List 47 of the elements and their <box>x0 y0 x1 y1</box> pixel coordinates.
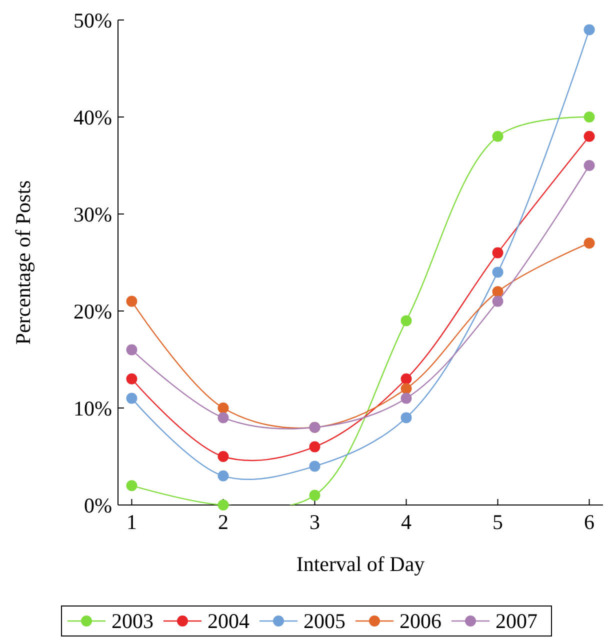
x-tick-label: 5 <box>492 510 504 534</box>
point <box>126 392 138 404</box>
y-tick-label: 10% <box>74 396 112 420</box>
point <box>492 266 504 278</box>
point <box>584 130 595 142</box>
legend-label: 2007 <box>496 609 538 633</box>
y-tick-label: 0% <box>84 493 112 518</box>
point <box>309 490 320 501</box>
point <box>584 24 595 36</box>
point <box>218 451 229 462</box>
point <box>492 286 504 298</box>
legend-label: 2006 <box>400 609 442 633</box>
point <box>400 315 412 326</box>
legend-label: 2003 <box>112 609 154 633</box>
point <box>126 344 138 356</box>
point <box>218 402 229 414</box>
point <box>309 460 320 472</box>
y-axis-title: Percentage of Posts <box>11 180 35 345</box>
point <box>218 500 229 510</box>
legend-label: 2004 <box>208 609 250 633</box>
x-tick-label: 6 <box>584 510 595 534</box>
point <box>492 296 504 307</box>
x-axis-title: Interval of Day <box>296 552 426 576</box>
point <box>492 130 504 142</box>
y-tick-label: 30% <box>74 202 112 226</box>
point <box>126 373 138 384</box>
x-tick-label: 2 <box>218 510 228 534</box>
y-tick-label: 20% <box>74 299 112 324</box>
point <box>584 112 595 122</box>
point <box>218 412 229 424</box>
x-tick-label: 4 <box>401 510 412 534</box>
point <box>492 247 504 258</box>
point <box>400 373 412 384</box>
y-tick-label: 40% <box>74 105 112 130</box>
point <box>218 470 229 482</box>
point <box>584 238 595 249</box>
x-tick-label: 3 <box>309 510 320 534</box>
point <box>400 392 412 404</box>
point <box>400 383 412 394</box>
point <box>126 480 138 492</box>
legend-label: 2005 <box>304 609 346 633</box>
point <box>126 296 138 307</box>
point <box>584 160 595 171</box>
x-tick-label: 1 <box>126 510 137 534</box>
point <box>400 412 412 424</box>
point <box>309 441 320 452</box>
y-tick-label: 50% <box>74 8 112 32</box>
